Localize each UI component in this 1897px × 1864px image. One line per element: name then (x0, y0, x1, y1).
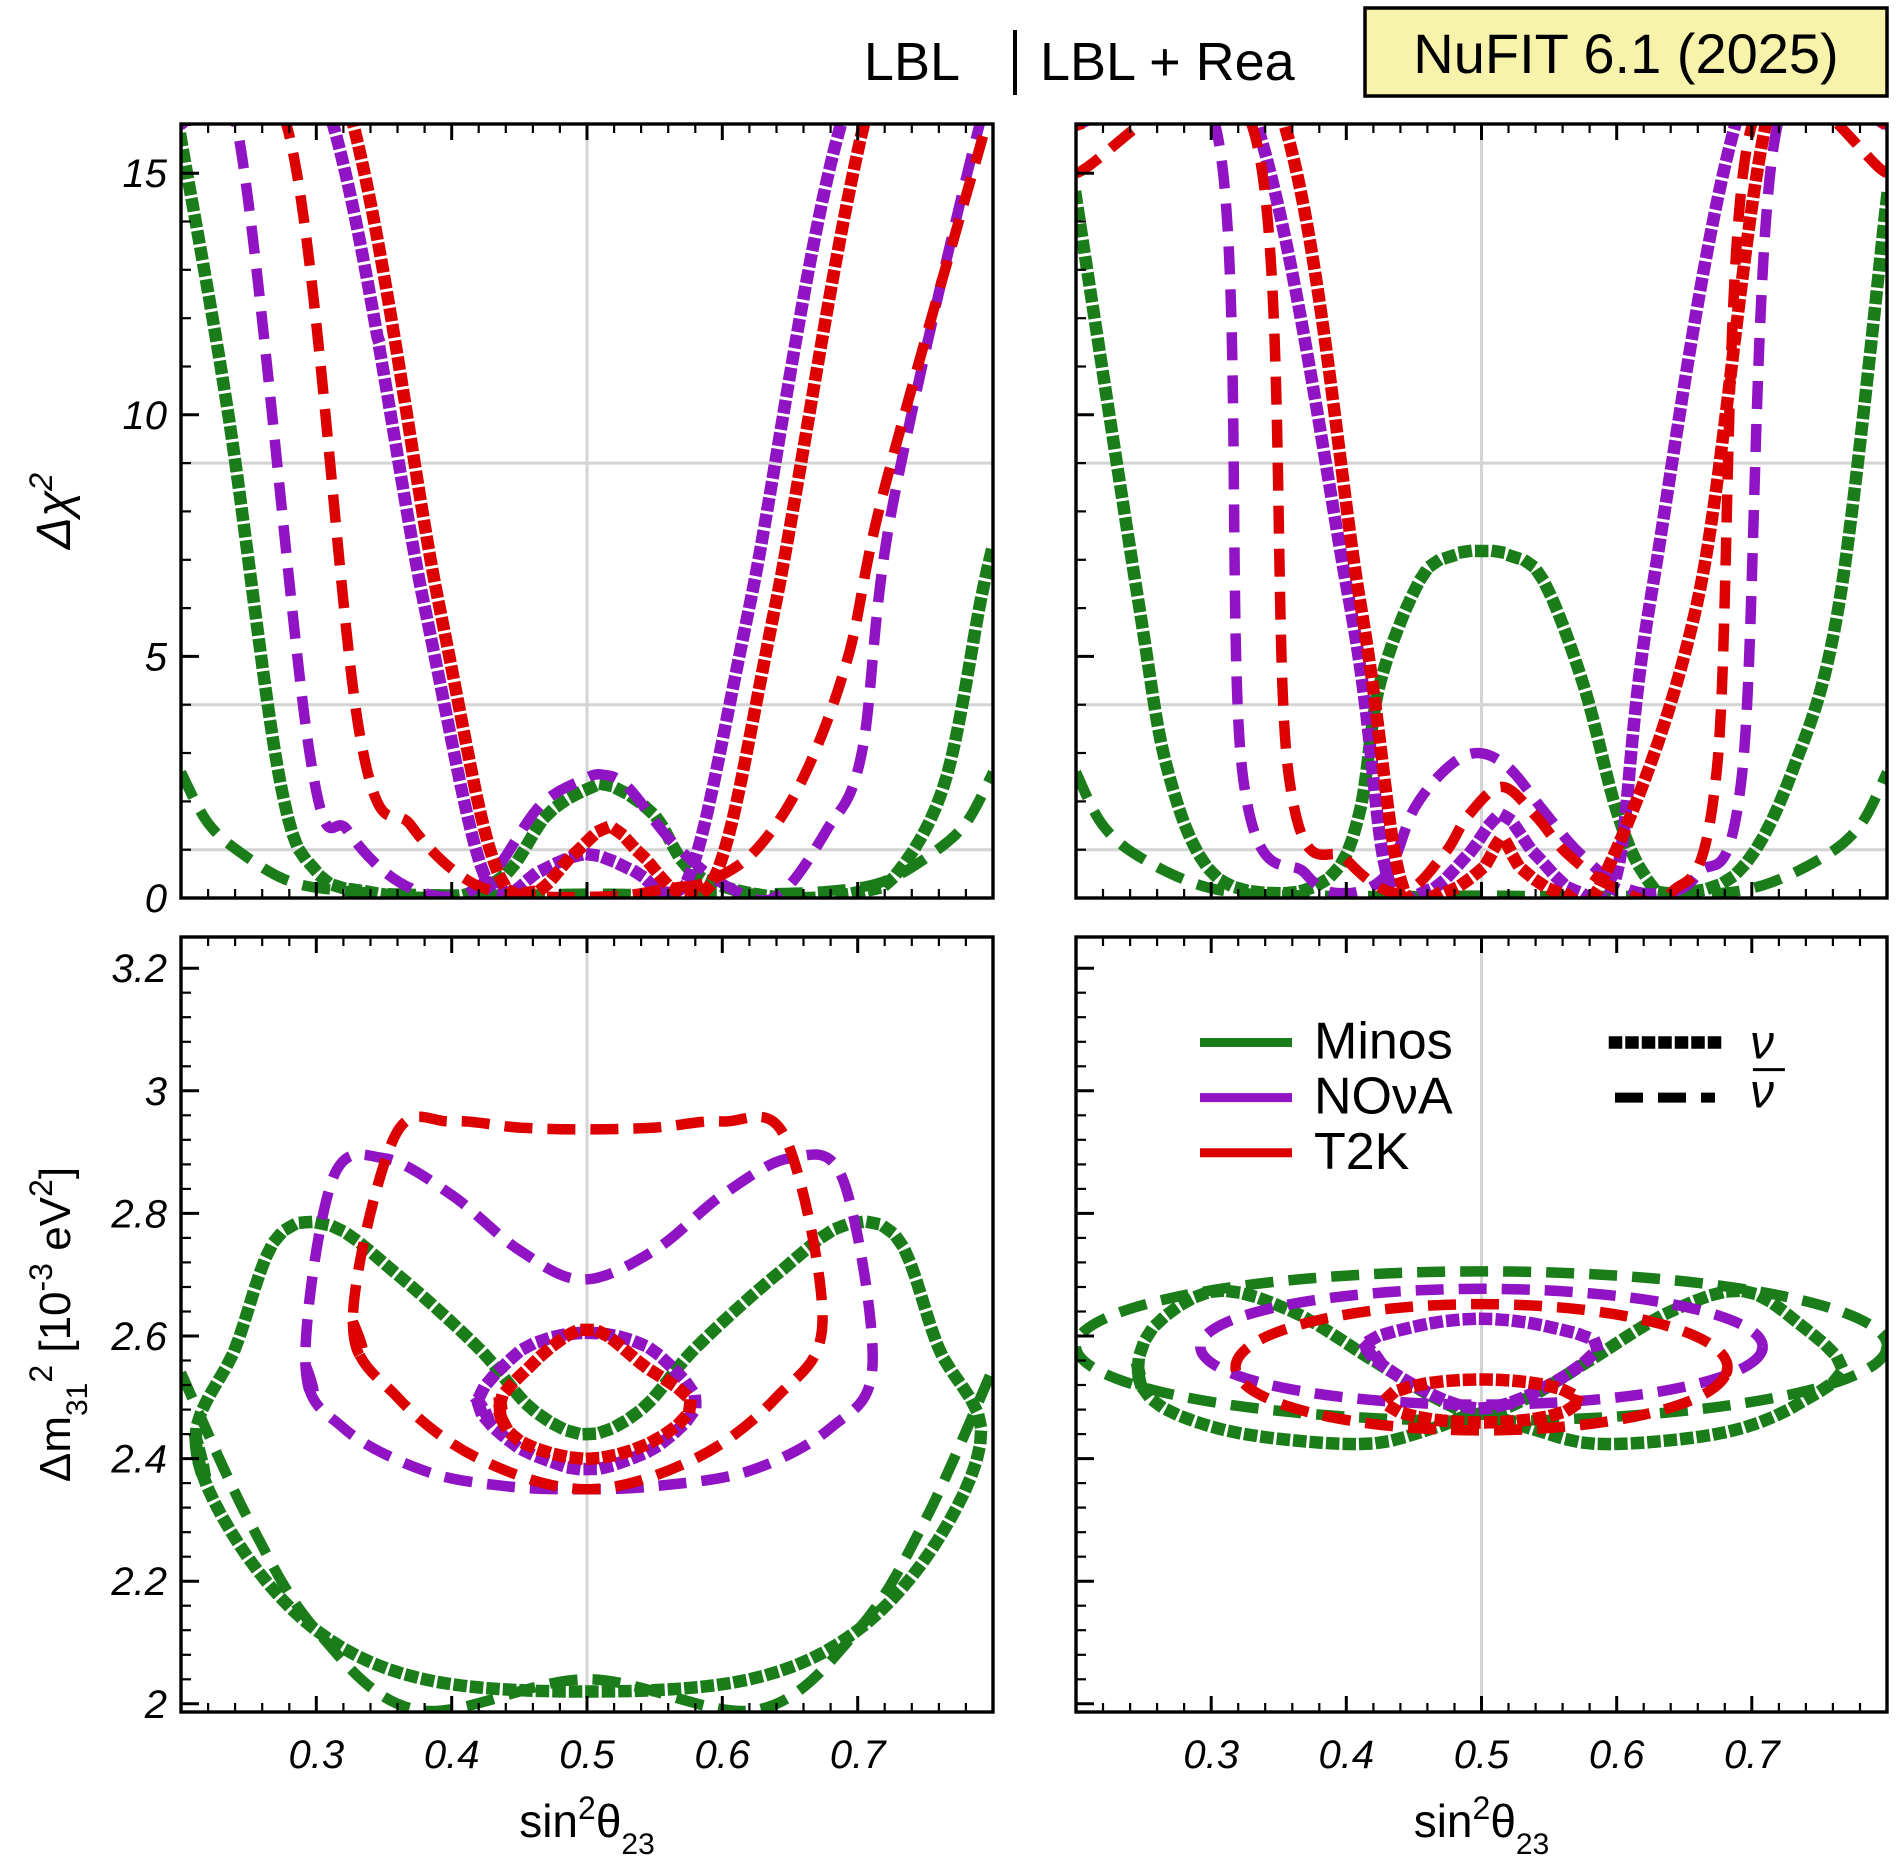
svg-text:ν: ν (1750, 1017, 1774, 1070)
svg-text:NOνA: NOνA (1314, 1068, 1453, 1126)
svg-text:2: 2 (144, 1683, 167, 1727)
svg-text:NuFIT 6.1 (2025): NuFIT 6.1 (2025) (1413, 22, 1838, 85)
svg-text:LBL: LBL (864, 32, 960, 92)
svg-text:0.5: 0.5 (559, 1733, 615, 1777)
svg-text:10: 10 (123, 394, 168, 438)
svg-text:0: 0 (145, 877, 167, 921)
svg-text:0.7: 0.7 (830, 1733, 887, 1777)
svg-text:3: 3 (145, 1070, 167, 1114)
svg-text:5: 5 (145, 635, 168, 679)
svg-text:2.4: 2.4 (110, 1438, 167, 1482)
svg-text:0.5: 0.5 (1454, 1733, 1510, 1777)
svg-text:0.3: 0.3 (1183, 1733, 1239, 1777)
svg-text:3.2: 3.2 (111, 947, 167, 991)
svg-text:ν: ν (1750, 1066, 1774, 1119)
svg-text:0.4: 0.4 (424, 1733, 480, 1777)
svg-text:T2K: T2K (1314, 1123, 1410, 1181)
svg-text:0.3: 0.3 (288, 1733, 344, 1777)
svg-text:2.6: 2.6 (110, 1315, 167, 1359)
svg-text:0.6: 0.6 (1589, 1733, 1645, 1777)
svg-text:0.6: 0.6 (694, 1733, 750, 1777)
svg-text:15: 15 (123, 152, 168, 196)
svg-text:2.2: 2.2 (110, 1560, 167, 1604)
svg-text:2.8: 2.8 (110, 1192, 167, 1236)
svg-text:0.4: 0.4 (1318, 1733, 1374, 1777)
svg-text:Minos: Minos (1314, 1013, 1453, 1071)
svg-text:LBL + Rea: LBL + Rea (1040, 32, 1296, 92)
svg-text:0.7: 0.7 (1724, 1733, 1781, 1777)
